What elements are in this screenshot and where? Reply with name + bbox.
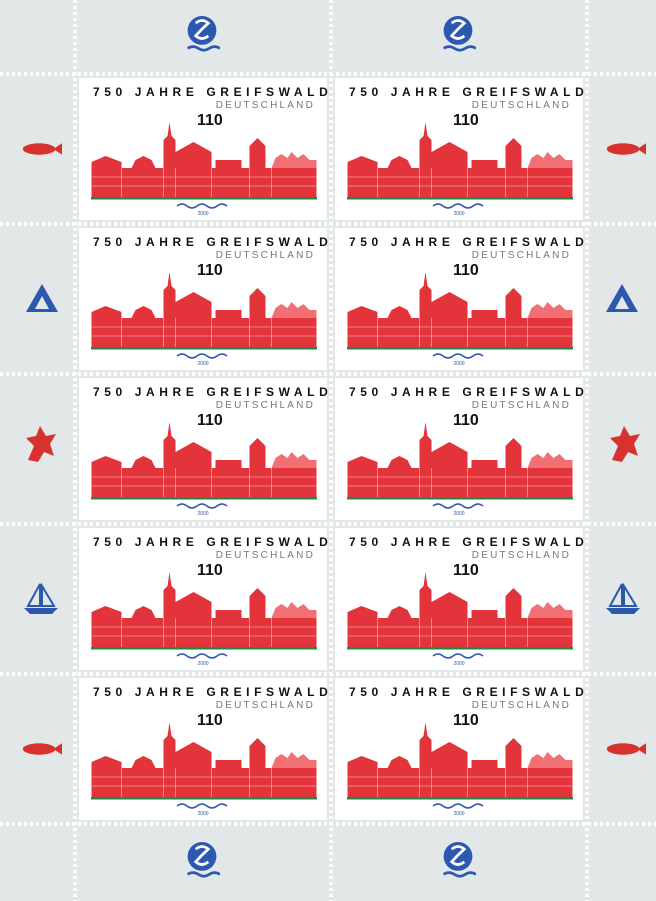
stamp-country: DEUTSCHLAND — [472, 100, 571, 111]
stamp-country: DEUTSCHLAND — [472, 400, 571, 411]
stamp-country: DEUTSCHLAND — [216, 550, 315, 561]
waves — [432, 203, 484, 209]
stamp-year: 2000 — [453, 511, 464, 517]
stamp-country: DEUTSCHLAND — [216, 400, 315, 411]
stamp-year: 2000 — [197, 811, 208, 817]
waves — [432, 803, 484, 809]
fish-icon — [22, 743, 62, 755]
green-line — [347, 347, 573, 350]
green-line — [347, 497, 573, 500]
stamp-value: 110 — [453, 562, 479, 579]
waves — [176, 203, 228, 209]
stamp-value: 110 — [197, 712, 223, 729]
stamp-title: 750 JAHRE GREIFSWALD — [93, 85, 332, 99]
stamp-country: DEUTSCHLAND — [472, 550, 571, 561]
griffin-icon — [26, 426, 56, 462]
waves — [176, 353, 228, 359]
stamp-value: 110 — [453, 262, 479, 279]
stamp-title: 750 JAHRE GREIFSWALD — [349, 385, 588, 399]
stamp-country: DEUTSCHLAND — [216, 250, 315, 261]
stamp-year: 2000 — [453, 361, 464, 367]
waves — [432, 503, 484, 509]
stamp-title: 750 JAHRE GREIFSWALD — [93, 385, 332, 399]
stamp-title: 750 JAHRE GREIFSWALD — [93, 535, 332, 549]
emblem — [186, 14, 220, 52]
stamp-value: 110 — [197, 262, 223, 279]
stamp-title: 750 JAHRE GREIFSWALD — [93, 685, 332, 699]
stamp-value: 110 — [453, 112, 479, 129]
stamp-title: 750 JAHRE GREIFSWALD — [349, 685, 588, 699]
stamp-title: 750 JAHRE GREIFSWALD — [349, 85, 588, 99]
stamp-value: 110 — [197, 562, 223, 579]
green-line — [91, 497, 317, 500]
waves — [176, 653, 228, 659]
boat-icon — [24, 583, 58, 615]
green-line — [91, 197, 317, 200]
stamp-value: 110 — [453, 712, 479, 729]
triangle-icon — [606, 284, 638, 312]
emblem — [186, 840, 220, 878]
stamp-value: 110 — [197, 412, 223, 429]
stamp-year: 2000 — [453, 211, 464, 217]
stamp-year: 2000 — [197, 361, 208, 367]
fish-icon — [606, 143, 646, 155]
emblem — [442, 840, 476, 878]
waves — [432, 653, 484, 659]
green-line — [347, 647, 573, 650]
stamp-value: 110 — [453, 412, 479, 429]
green-line — [347, 197, 573, 200]
waves — [432, 353, 484, 359]
stamp-value: 110 — [197, 112, 223, 129]
stamp-country: DEUTSCHLAND — [472, 700, 571, 711]
fish-icon — [606, 743, 646, 755]
triangle-icon — [26, 284, 58, 312]
stamp-title: 750 JAHRE GREIFSWALD — [349, 535, 588, 549]
stamp-country: DEUTSCHLAND — [472, 250, 571, 261]
stamp-title: 750 JAHRE GREIFSWALD — [93, 235, 332, 249]
stamp-year: 2000 — [197, 511, 208, 517]
boat-icon — [606, 583, 640, 615]
waves — [176, 803, 228, 809]
stamp-country: DEUTSCHLAND — [216, 100, 315, 111]
waves — [176, 503, 228, 509]
stamp-year: 2000 — [197, 211, 208, 217]
green-line — [91, 347, 317, 350]
stamp-year: 2000 — [453, 661, 464, 667]
fish-icon — [22, 143, 62, 155]
stamp-year: 2000 — [197, 661, 208, 667]
griffin-icon — [610, 426, 640, 462]
stamp-title: 750 JAHRE GREIFSWALD — [349, 235, 588, 249]
emblem — [442, 14, 476, 52]
green-line — [91, 797, 317, 800]
stamp-country: DEUTSCHLAND — [216, 700, 315, 711]
green-line — [91, 647, 317, 650]
stamp-year: 2000 — [453, 811, 464, 817]
green-line — [347, 797, 573, 800]
